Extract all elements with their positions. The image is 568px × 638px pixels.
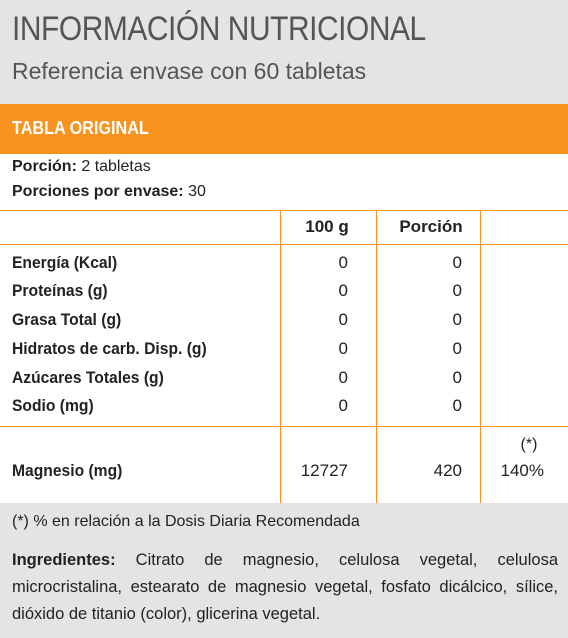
divider-magnesium (0, 426, 568, 427)
row-label: Hidratos de carb. Disp. (g) (12, 339, 207, 358)
table-row: Hidratos de carb. Disp. (g) 0 0 (0, 336, 568, 364)
row-value-100g: 0 (338, 310, 348, 329)
column-header-100g: 100 g (305, 217, 349, 236)
daily-dose-note: (*) % en relación a la Dosis Diaria Reco… (12, 513, 360, 530)
divider-top (0, 210, 568, 211)
row-value-100g: 12727 (300, 461, 348, 480)
row-label: Azúcares Totales (g) (12, 368, 164, 387)
daily-dose-marker: (*) (520, 436, 538, 453)
table-row: Energía (Kcal) 0 0 (0, 250, 568, 278)
portion-value: 2 tabletas (81, 158, 151, 175)
section-band-label: TABLA ORIGINAL (12, 118, 149, 138)
row-value-daily-dose: 140% (500, 461, 544, 480)
table-row: Sodio (mg) 0 0 (0, 393, 568, 421)
row-value-100g: 0 (338, 339, 348, 358)
row-value-portion: 0 (452, 310, 462, 329)
section-band: TABLA ORIGINAL (0, 104, 568, 154)
portion-label: Porción: (12, 158, 77, 175)
row-label: Grasa Total (g) (12, 310, 122, 329)
magnesium-row: Magnesio (mg) 12727 420 140% (0, 458, 568, 486)
row-value-100g: 0 (338, 368, 348, 387)
page-title: INFORMACIÓN NUTRICIONAL (12, 10, 426, 48)
per-pack-line: Porciones por envase: 30 (12, 183, 206, 201)
table-row: Proteínas (g) 0 0 (0, 278, 568, 306)
divider-header (0, 244, 568, 245)
ingredients-list: Citrato de magnesio, celulosa vegetal, c… (12, 551, 558, 623)
ingredients-text: Ingredientes: Citrato de magnesio, celul… (12, 547, 558, 628)
row-value-portion: 420 (433, 461, 462, 480)
row-value-100g: 0 (338, 396, 348, 415)
page-subtitle: Referencia envase con 60 tabletas (12, 58, 367, 84)
table-row: Azúcares Totales (g) 0 0 (0, 365, 568, 393)
footer-panel: (*) % en relación a la Dosis Diaria Reco… (0, 503, 568, 638)
per-pack-label: Porciones por envase: (12, 183, 184, 200)
header-panel: INFORMACIÓN NUTRICIONAL Referencia envas… (0, 0, 568, 104)
ingredients-label: Ingredientes: (12, 551, 116, 569)
row-value-portion: 0 (452, 368, 462, 387)
row-value-portion: 0 (452, 339, 462, 358)
row-value-portion: 0 (452, 253, 462, 272)
per-pack-value: 30 (188, 183, 206, 200)
row-label: Sodio (mg) (12, 396, 94, 415)
row-value-portion: 0 (452, 281, 462, 300)
row-value-100g: 0 (338, 281, 348, 300)
row-label: Energía (Kcal) (12, 253, 118, 272)
row-value-portion: 0 (452, 396, 462, 415)
column-divider-3 (480, 210, 481, 503)
column-header-portion: Porción (399, 217, 463, 236)
row-label: Magnesio (mg) (12, 461, 123, 480)
table-row: Grasa Total (g) 0 0 (0, 307, 568, 335)
portion-line: Porción: 2 tabletas (12, 158, 151, 176)
row-value-100g: 0 (338, 253, 348, 272)
column-divider-1 (280, 210, 281, 503)
column-divider-2 (376, 210, 377, 503)
row-label: Proteínas (g) (12, 281, 108, 300)
